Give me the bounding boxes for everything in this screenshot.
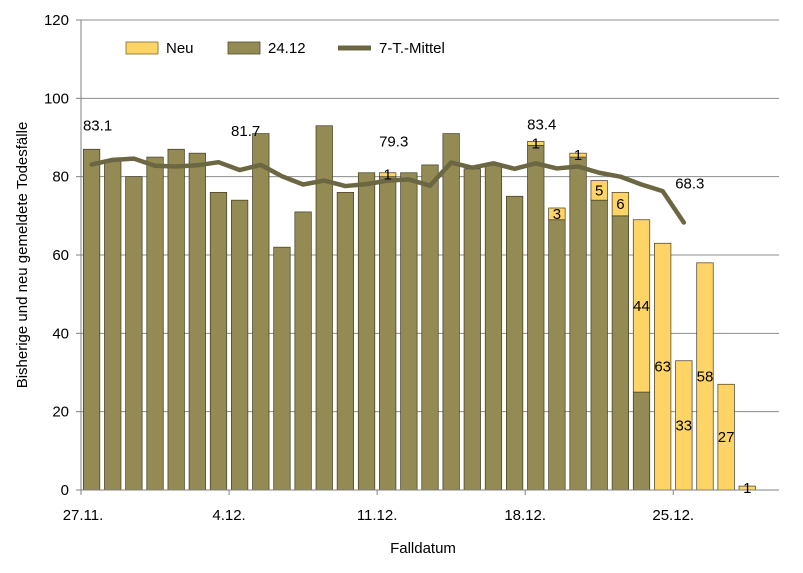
bar-2412-23 xyxy=(569,156,587,491)
bar-label-neu-21: 1 xyxy=(532,135,540,152)
line-label-7: 81.7 xyxy=(231,123,260,140)
bar-2412-16 xyxy=(421,164,439,491)
bar-2412-9 xyxy=(273,246,291,491)
line-label-14: 79.3 xyxy=(379,134,408,151)
x-tick-label-7: 4.12. xyxy=(212,507,245,524)
bar-2412-6 xyxy=(209,191,228,491)
bar-2412-14 xyxy=(379,176,397,491)
bar-2412-0 xyxy=(82,148,101,491)
bar-label-neu-29: 58 xyxy=(697,368,714,385)
bar-label-neu-24: 5 xyxy=(595,182,603,199)
x-tick-label-14: 11.12. xyxy=(357,507,398,524)
line-7t-mittel xyxy=(89,156,687,225)
bar-label-neu-28: 33 xyxy=(675,417,692,434)
bar-neu-21 xyxy=(527,141,545,146)
bar-neu-25 xyxy=(611,191,629,217)
x-tick-label-0: 27.11. xyxy=(63,507,104,524)
bar-2412-4 xyxy=(167,148,185,491)
x-tick-label-28: 25.12. xyxy=(652,507,694,524)
legend: Neu 24.12 7-T.-Mittel xyxy=(125,40,445,57)
bar-2412-10 xyxy=(294,211,312,491)
bar-label-neu-31: 1 xyxy=(743,480,751,497)
y-tick-label-60: 60 xyxy=(52,247,69,264)
bar-2412-1 xyxy=(104,160,122,491)
bar-2412-8 xyxy=(252,133,270,491)
data-labels: 1 1 3 1 56 44 63 33 58 27 1 83.1 81.7 79.3 83.4 68.3 xyxy=(83,116,751,497)
bar-2412-22 xyxy=(548,219,566,491)
line-label-0: 83.1 xyxy=(83,118,112,135)
bar-label-neu-23: 1 xyxy=(574,147,582,164)
bar-2412-25 xyxy=(611,215,629,491)
bar-2412-13 xyxy=(357,172,376,491)
bar-neu-14 xyxy=(379,172,397,178)
bar-neu-24 xyxy=(590,180,608,201)
bar-2412-2 xyxy=(125,176,143,491)
bars xyxy=(82,125,756,491)
legend-2412-swatch xyxy=(227,41,261,55)
y-tick-label-80: 80 xyxy=(52,169,69,186)
legend-neu-swatch xyxy=(125,41,159,55)
bar-2412-7 xyxy=(231,199,249,491)
bar-label-neu-14: 1 xyxy=(384,167,392,184)
x-tick-label-21: 18.12. xyxy=(504,507,546,524)
legend-2412-label: 24.12 xyxy=(268,40,306,57)
bar-label-neu-25: 6 xyxy=(616,196,624,213)
y-tick-label-20: 20 xyxy=(52,404,69,421)
bar-neu-23 xyxy=(569,152,587,158)
bar-2412-12 xyxy=(336,191,354,491)
y-tick-label-100: 100 xyxy=(44,90,69,107)
bar-2412-18 xyxy=(463,168,481,491)
bar-label-neu-26: 44 xyxy=(633,298,650,315)
bar-2412-3 xyxy=(146,156,164,491)
bar-label-neu-27: 63 xyxy=(654,359,671,376)
bar-2412-24 xyxy=(590,199,608,491)
bar-2412-17 xyxy=(442,133,460,491)
y-tick-label-0: 0 xyxy=(61,482,69,499)
bar-label-neu-22: 3 xyxy=(553,206,561,223)
average-line xyxy=(89,156,687,225)
y-tick-label-120: 120 xyxy=(44,12,69,29)
bar-2412-15 xyxy=(400,172,418,491)
bar-label-neu-30: 27 xyxy=(718,429,735,446)
bar-2412-21 xyxy=(527,144,545,491)
y-axis-title: Bisherige und neu gemeldete Todesfälle xyxy=(14,122,31,389)
bar-2412-5 xyxy=(188,152,206,491)
bar-neu-26 xyxy=(632,219,651,393)
line-label-21: 83.4 xyxy=(527,116,556,133)
y-tick-label-40: 40 xyxy=(52,325,69,342)
x-axis-title: Falldatum xyxy=(390,540,456,557)
bar-2412-20 xyxy=(506,195,524,491)
legend-mittel-label: 7-T.-Mittel xyxy=(379,40,445,57)
tick-labels: 0 20 40 60 80 100 120 27.11. 4.12. 11.12. 18.12. 25… xyxy=(44,12,694,524)
legend-neu-label: Neu xyxy=(166,40,194,57)
bar-2412-19 xyxy=(484,164,503,491)
line-label-28: 68.3 xyxy=(675,175,704,192)
bar-2412-26 xyxy=(632,391,651,491)
bar-neu-22 xyxy=(548,207,566,221)
